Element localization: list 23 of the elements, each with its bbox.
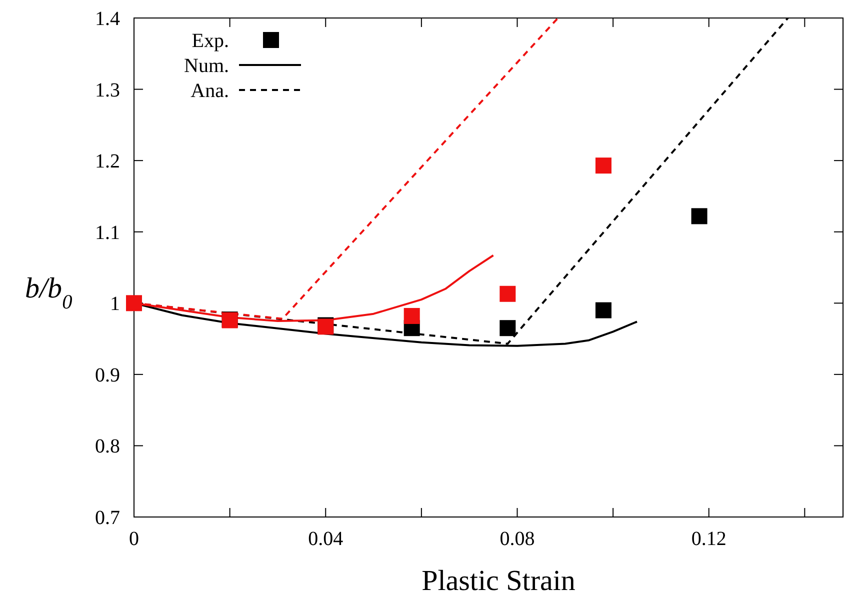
point: [500, 320, 516, 336]
y-tick-label: 1.2: [95, 150, 120, 173]
legend-label: Ana.: [190, 80, 229, 102]
point: [595, 158, 612, 174]
y-tick-label: 0.9: [95, 364, 120, 386]
legend-label: Exp.: [192, 30, 229, 52]
x-tick-label: 0: [129, 528, 139, 550]
y-tick-label: 0.8: [95, 436, 120, 458]
y-axis-title: b/b$_{0}$: [25, 272, 72, 314]
y-tick-label: 0.7: [95, 507, 120, 529]
y-tick-label: 1.1: [95, 222, 120, 244]
point: [691, 208, 708, 224]
x-tick-label: 0.04: [308, 528, 344, 550]
point: [595, 302, 612, 318]
legend-label: Num.: [184, 55, 229, 77]
y-tick-label: 1.3: [95, 79, 120, 102]
y-tick-label: 1.4: [95, 8, 120, 30]
x-tick-label: 0.12: [691, 528, 726, 550]
x-tick-label: 0.08: [500, 528, 535, 550]
point: [404, 308, 420, 324]
y-tick-label: 1: [110, 293, 120, 316]
point: [500, 286, 516, 302]
x-axis-title: Plastic Strain: [422, 565, 576, 594]
